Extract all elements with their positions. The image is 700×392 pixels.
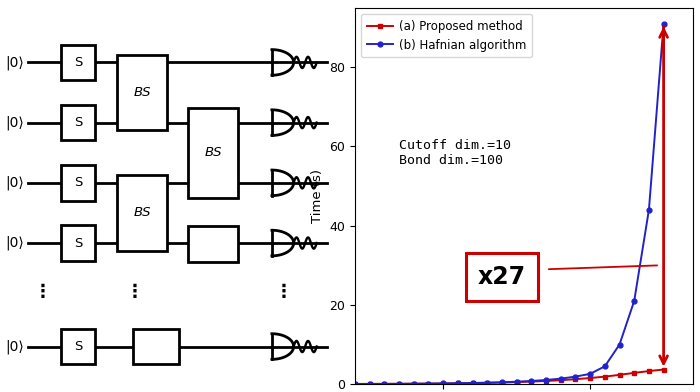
Line: (b) Hafnian algorithm: (b) Hafnian algorithm xyxy=(309,21,666,387)
(a) Proposed method xyxy=(630,370,638,375)
(a) Proposed method xyxy=(321,382,330,387)
Bar xyxy=(61,225,95,261)
Text: BS: BS xyxy=(133,86,150,99)
Text: |0⟩: |0⟩ xyxy=(5,236,24,250)
Text: BS: BS xyxy=(133,207,150,220)
Line: (a) Proposed method: (a) Proposed method xyxy=(309,367,666,387)
(a) Proposed method xyxy=(512,380,521,385)
Text: ⋮: ⋮ xyxy=(126,283,144,301)
(a) Proposed method xyxy=(571,377,580,381)
(a) Proposed method xyxy=(395,381,403,386)
Text: |0⟩: |0⟩ xyxy=(5,115,24,130)
(a) Proposed method xyxy=(454,381,462,386)
(b) Hafnian algorithm xyxy=(365,381,374,386)
(a) Proposed method xyxy=(601,374,609,379)
Text: |0⟩: |0⟩ xyxy=(5,176,24,190)
(b) Hafnian algorithm xyxy=(321,382,330,387)
(b) Hafnian algorithm xyxy=(527,379,536,383)
Bar xyxy=(188,226,238,262)
(b) Hafnian algorithm xyxy=(556,376,565,381)
Bar xyxy=(61,165,95,201)
(a) Proposed method xyxy=(336,382,344,387)
(b) Hafnian algorithm xyxy=(571,374,580,379)
Text: |0⟩: |0⟩ xyxy=(5,55,24,70)
(b) Hafnian algorithm xyxy=(424,381,433,386)
(b) Hafnian algorithm xyxy=(468,381,477,385)
(b) Hafnian algorithm xyxy=(542,377,550,382)
Text: S: S xyxy=(74,56,83,69)
(a) Proposed method xyxy=(659,367,668,372)
(b) Hafnian algorithm xyxy=(512,379,521,384)
Text: S: S xyxy=(74,116,83,129)
Bar xyxy=(188,107,238,198)
(a) Proposed method xyxy=(542,379,550,383)
(a) Proposed method xyxy=(410,381,418,386)
(b) Hafnian algorithm xyxy=(439,381,447,386)
Y-axis label: Time (s): Time (s) xyxy=(311,169,323,223)
(b) Hafnian algorithm xyxy=(380,381,389,386)
(b) Hafnian algorithm xyxy=(615,342,624,347)
(a) Proposed method xyxy=(498,380,506,385)
Text: |0⟩: |0⟩ xyxy=(5,339,24,354)
Bar xyxy=(133,328,179,365)
(a) Proposed method xyxy=(527,379,536,384)
(b) Hafnian algorithm xyxy=(395,381,403,386)
(a) Proposed method xyxy=(645,369,653,374)
Text: x27: x27 xyxy=(478,265,526,289)
(b) Hafnian algorithm xyxy=(498,380,506,385)
(b) Hafnian algorithm xyxy=(659,21,668,26)
(a) Proposed method xyxy=(468,381,477,385)
(b) Hafnian algorithm xyxy=(454,381,462,386)
(a) Proposed method xyxy=(483,381,491,385)
(b) Hafnian algorithm xyxy=(586,372,594,376)
(b) Hafnian algorithm xyxy=(630,299,638,303)
(a) Proposed method xyxy=(556,378,565,383)
Text: ⋮: ⋮ xyxy=(34,283,52,301)
Text: Cutoff dim.=10
Bond dim.=100: Cutoff dim.=10 Bond dim.=100 xyxy=(399,138,511,167)
(a) Proposed method xyxy=(365,381,374,386)
(b) Hafnian algorithm xyxy=(410,381,418,386)
(a) Proposed method xyxy=(424,381,433,386)
Text: S: S xyxy=(74,176,83,189)
Legend: (a) Proposed method, (b) Hafnian algorithm: (a) Proposed method, (b) Hafnian algorit… xyxy=(361,14,532,58)
(b) Hafnian algorithm xyxy=(351,381,359,386)
Bar xyxy=(61,45,95,80)
(b) Hafnian algorithm xyxy=(645,207,653,212)
Bar xyxy=(117,175,167,250)
Bar xyxy=(61,328,95,365)
(a) Proposed method xyxy=(351,381,359,386)
(b) Hafnian algorithm xyxy=(336,382,344,387)
Text: ⋮: ⋮ xyxy=(275,283,293,301)
(b) Hafnian algorithm xyxy=(307,382,315,387)
(b) Hafnian algorithm xyxy=(483,380,491,385)
Bar xyxy=(61,105,95,140)
Text: S: S xyxy=(74,340,83,353)
(a) Proposed method xyxy=(307,382,315,387)
(a) Proposed method xyxy=(380,381,389,386)
(a) Proposed method xyxy=(586,376,594,380)
(b) Hafnian algorithm xyxy=(601,364,609,369)
Text: S: S xyxy=(74,236,83,250)
Bar xyxy=(117,55,167,130)
(a) Proposed method xyxy=(615,372,624,377)
Text: BS: BS xyxy=(204,146,222,159)
(a) Proposed method xyxy=(439,381,447,386)
